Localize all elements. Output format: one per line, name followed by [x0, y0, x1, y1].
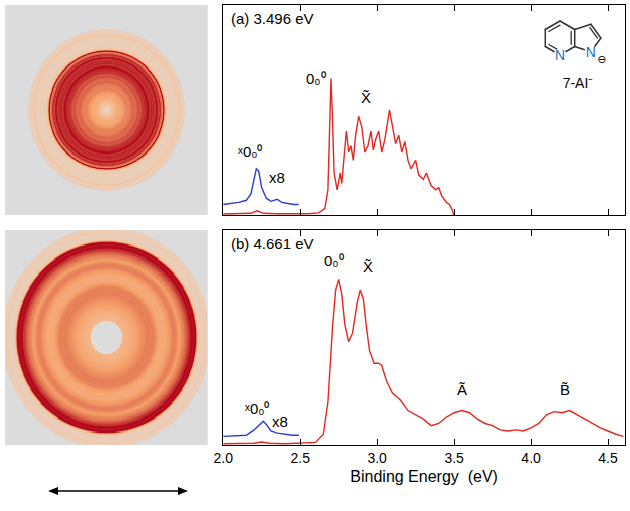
- svg-text:Binding Energy (eV): Binding Energy (eV): [350, 468, 498, 485]
- svg-text:Ã: Ã: [457, 381, 467, 398]
- svg-text:0₀⁰: 0₀⁰: [324, 252, 344, 269]
- svg-text:ˣ0₀⁰: ˣ0₀⁰: [245, 400, 270, 417]
- svg-text:N: N: [555, 47, 565, 63]
- svg-text:2.5: 2.5: [290, 450, 310, 466]
- svg-text:3.0: 3.0: [367, 450, 387, 466]
- svg-text:4.5: 4.5: [598, 450, 618, 466]
- svg-text:X̃: X̃: [361, 89, 371, 106]
- svg-text:⊖: ⊖: [597, 53, 606, 66]
- svg-text:0₀⁰: 0₀⁰: [306, 70, 326, 87]
- svg-text:ˣ0₀⁰: ˣ0₀⁰: [238, 143, 263, 160]
- svg-text:7-AI⁻: 7-AI⁻: [563, 75, 594, 91]
- svg-text:B̃: B̃: [560, 381, 570, 398]
- svg-text:N: N: [586, 44, 596, 60]
- svg-text:x8: x8: [269, 169, 285, 186]
- svg-text:2.0: 2.0: [214, 450, 234, 466]
- svg-text:X̃: X̃: [363, 258, 373, 275]
- svg-text:(b) 4.661 eV: (b) 4.661 eV: [231, 235, 314, 252]
- svg-text:3.5: 3.5: [444, 450, 464, 466]
- svg-text:x8: x8: [272, 413, 288, 430]
- svg-text:(a) 3.496 eV: (a) 3.496 eV: [231, 10, 314, 27]
- svg-text:4.0: 4.0: [521, 450, 541, 466]
